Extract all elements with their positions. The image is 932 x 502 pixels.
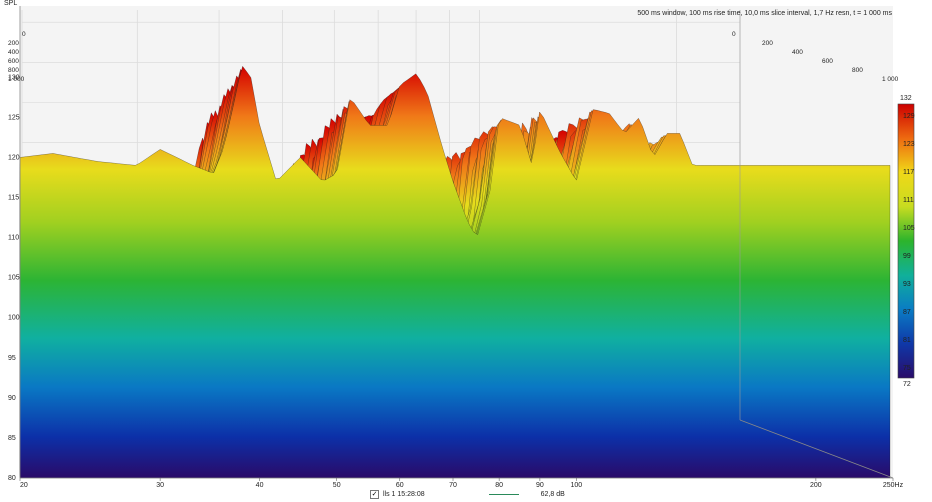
axes <box>19 6 894 479</box>
colorbar-fill <box>897 103 915 379</box>
waterfall-slice <box>19 65 891 479</box>
time-tick-label-right: 1 000 <box>882 76 899 83</box>
y-tick-label: 130 <box>8 74 20 81</box>
x-tick-label: 250Hz <box>883 482 904 489</box>
colorbar-tick-label: 99 <box>903 253 911 260</box>
depth-axis-line <box>739 419 894 479</box>
settings-text: 500 ms window, 100 ms rise time, 10,0 ms… <box>637 10 892 17</box>
y-axis-title: SPL <box>4 0 18 7</box>
colorbar-tick-label: 111 <box>903 197 914 204</box>
colorbar <box>897 103 915 379</box>
x-tick-label: 90 <box>536 482 544 489</box>
colorbar-tick-label: 129 <box>903 113 915 120</box>
y-tick-label: 90 <box>8 395 16 402</box>
time-tick-label-right: 600 <box>822 58 833 65</box>
x-tick-label: 40 <box>256 482 264 489</box>
time-tick-label-right: 0 <box>732 31 736 38</box>
tick-labels: 20 30 40 50 60 70 80 90 100 200 250Hz 80 85 90 95 100 10… <box>8 31 904 489</box>
y-tick-label: 105 <box>8 275 20 282</box>
colorbar-tick-label: 117 <box>903 169 915 176</box>
colorbar-min-label: 72 <box>903 381 911 388</box>
time-tick-label-left: 600 <box>8 58 19 65</box>
y-tick-label: 80 <box>8 475 16 482</box>
colorbar-max-label: 132 <box>900 95 912 102</box>
y-tick-label: 100 <box>8 315 20 322</box>
y-tick-label: 120 <box>8 154 20 161</box>
y-tick-label: 95 <box>8 355 16 362</box>
x-tick-label: 50 <box>333 482 341 489</box>
legend-measurement-name: lls 1 15:28:08 <box>383 491 425 498</box>
colorbar-tick-label: 105 <box>903 225 915 232</box>
time-tick-label-left: 800 <box>8 67 19 74</box>
y-tick-label: 110 <box>8 235 19 242</box>
time-tick-label-left: 0 <box>22 31 26 38</box>
colorbar-tick-label: 75 <box>903 365 911 372</box>
x-tick-label: 80 <box>495 482 503 489</box>
colorbar-tick-label: 87 <box>903 309 911 316</box>
x-tick-label: 20 <box>20 482 28 489</box>
colorbar-tick-label: 81 <box>903 337 911 344</box>
legend-checkbox[interactable]: ✓ <box>370 490 379 499</box>
time-tick-label-right: 400 <box>792 49 803 56</box>
time-tick-label-left: 400 <box>8 49 19 56</box>
x-tick-label: 200 <box>810 482 822 489</box>
x-tick-label: 60 <box>396 482 404 489</box>
colorbar-tick-label: 93 <box>903 281 911 288</box>
x-tick-label: 30 <box>156 482 164 489</box>
waterfall-surface <box>19 65 891 479</box>
y-tick-label: 115 <box>8 194 19 201</box>
time-tick-label-left: 200 <box>8 40 19 47</box>
time-tick-label-right: 800 <box>852 67 863 74</box>
x-tick-label: 100 <box>570 482 582 489</box>
legend: ✓ lls 1 15:28:08 62,8 dB <box>370 489 565 500</box>
time-tick-label-right: 200 <box>762 40 773 47</box>
colorbar-tick-label: 123 <box>903 141 915 148</box>
legend-value: 62,8 dB <box>540 491 565 498</box>
x-tick-label: 70 <box>449 482 457 489</box>
time-tick-label-left: 1 000 <box>8 76 25 83</box>
y-tick-label: 85 <box>8 435 16 442</box>
y-tick-label: 125 <box>8 114 20 121</box>
legend-line-swatch <box>488 494 519 495</box>
